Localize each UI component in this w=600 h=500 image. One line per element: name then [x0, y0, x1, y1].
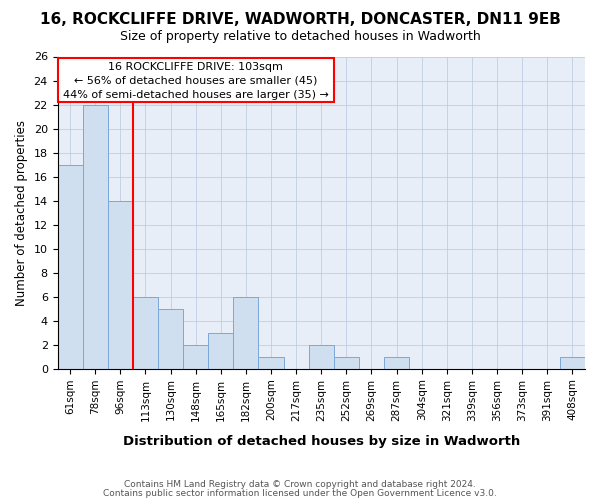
- X-axis label: Distribution of detached houses by size in Wadworth: Distribution of detached houses by size …: [122, 434, 520, 448]
- Bar: [108, 200, 133, 369]
- Bar: [83, 104, 108, 369]
- FancyBboxPatch shape: [58, 58, 334, 102]
- Y-axis label: Number of detached properties: Number of detached properties: [15, 120, 28, 306]
- Text: 16, ROCKCLIFFE DRIVE, WADWORTH, DONCASTER, DN11 9EB: 16, ROCKCLIFFE DRIVE, WADWORTH, DONCASTE…: [40, 12, 560, 28]
- Bar: [233, 296, 259, 369]
- Text: 44% of semi-detached houses are larger (35) →: 44% of semi-detached houses are larger (…: [63, 90, 329, 100]
- Text: Contains public sector information licensed under the Open Government Licence v3: Contains public sector information licen…: [103, 490, 497, 498]
- Bar: [309, 344, 334, 369]
- Text: Size of property relative to detached houses in Wadworth: Size of property relative to detached ho…: [119, 30, 481, 43]
- Bar: [58, 164, 83, 369]
- Bar: [334, 357, 359, 369]
- Text: 16 ROCKCLIFFE DRIVE: 103sqm: 16 ROCKCLIFFE DRIVE: 103sqm: [108, 62, 283, 72]
- Bar: [158, 308, 183, 369]
- Bar: [384, 357, 409, 369]
- Bar: [208, 332, 233, 369]
- Text: Contains HM Land Registry data © Crown copyright and database right 2024.: Contains HM Land Registry data © Crown c…: [124, 480, 476, 489]
- Text: ← 56% of detached houses are smaller (45): ← 56% of detached houses are smaller (45…: [74, 76, 317, 86]
- Bar: [183, 344, 208, 369]
- Bar: [133, 296, 158, 369]
- Bar: [560, 357, 585, 369]
- Bar: [259, 357, 284, 369]
